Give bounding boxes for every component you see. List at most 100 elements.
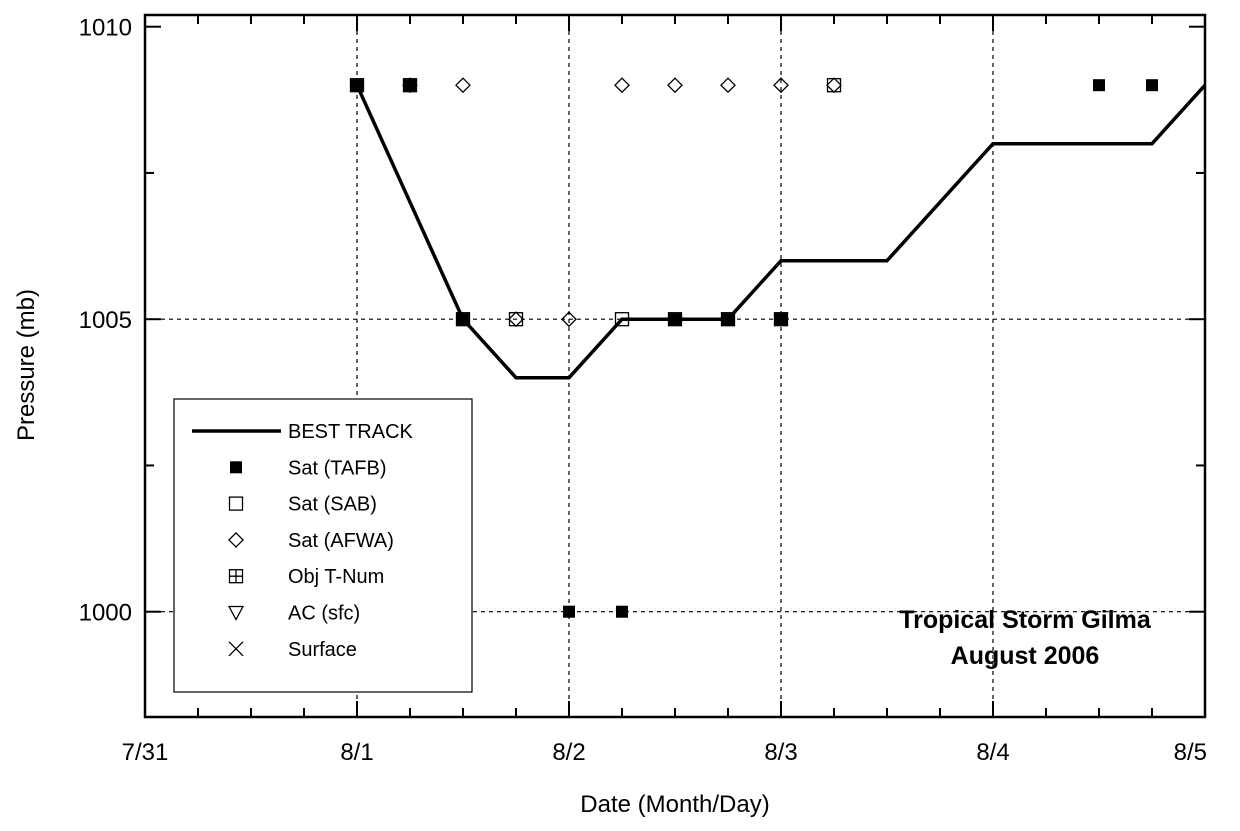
y-tick-label: 1010 xyxy=(79,15,132,42)
data-point xyxy=(455,312,471,327)
legend-label: Surface xyxy=(288,639,357,661)
y-tick-labels: 1000 1005 1010 xyxy=(79,15,132,627)
marker-square-open xyxy=(228,496,244,511)
axis-ticks xyxy=(144,15,1206,717)
marker-square-open xyxy=(773,312,789,327)
y-tick-label: 1000 xyxy=(79,600,132,627)
data-point xyxy=(722,313,734,326)
marker-diamond-open xyxy=(826,77,842,94)
legend-items: BEST TRACK Sat (TAFB) Sat (SAB) Sat (AFWA) O… xyxy=(192,421,414,661)
marker-triangle-down xyxy=(227,605,245,621)
marker-square-filled xyxy=(351,79,363,92)
marker-square-filled xyxy=(563,605,575,618)
data-point xyxy=(720,312,736,327)
data-point xyxy=(614,312,630,327)
marker-square-open xyxy=(720,312,736,327)
legend-marker xyxy=(228,496,244,511)
x-tick-label: 8/3 xyxy=(764,739,797,766)
data-point xyxy=(508,311,524,328)
marker-diamond-open xyxy=(561,311,577,328)
legend-label: Obj T-Num xyxy=(288,566,384,588)
data-point xyxy=(669,313,681,326)
series-sat-tafb xyxy=(351,79,1158,618)
legend-marker xyxy=(228,531,244,548)
legend-marker xyxy=(228,569,244,584)
legend-marker xyxy=(230,461,242,474)
marker-square-filled xyxy=(457,313,469,326)
x-tick-label: 8/2 xyxy=(552,739,585,766)
y-tick-label: 1005 xyxy=(79,307,132,334)
legend-box xyxy=(173,398,473,693)
x-tick-label: 8/1 xyxy=(340,739,373,766)
marker-square-plus-cross xyxy=(229,569,243,583)
annotation-line-2: August 2006 xyxy=(951,642,1100,670)
series-layer xyxy=(349,77,1207,618)
marker-square-open xyxy=(349,78,365,93)
series-best-track xyxy=(355,84,1207,380)
x-axis-label: Date (Month/Day) xyxy=(580,791,769,818)
x-tick-label: 8/4 xyxy=(976,739,1009,766)
legend-item: Sat (SAB) xyxy=(228,494,377,516)
marker-square-open xyxy=(614,312,630,327)
data-point xyxy=(773,312,789,327)
legend-marker xyxy=(228,641,244,657)
marker-x xyxy=(228,641,244,657)
x-tick-labels: 7/31 8/1 8/2 8/3 8/4 8/5 xyxy=(122,739,1207,766)
marker-diamond-open xyxy=(508,311,524,328)
data-point xyxy=(351,79,363,92)
marker-diamond-open xyxy=(667,77,683,94)
legend-item: Sat (TAFB) xyxy=(230,457,387,479)
data-point xyxy=(561,311,577,328)
legend-label: Sat (TAFB) xyxy=(288,457,387,479)
marker-diamond-open xyxy=(455,77,471,94)
marker-square-open xyxy=(455,312,471,327)
x-tick-label: 8/5 xyxy=(1174,739,1207,766)
data-point xyxy=(667,77,683,94)
series-sat-afwa xyxy=(402,77,842,328)
data-point xyxy=(773,77,789,94)
marker-square-filled xyxy=(404,79,416,92)
legend-item: BEST TRACK xyxy=(192,421,414,443)
marker-square-filled xyxy=(669,313,681,326)
storm-annotation: Tropical Storm Gilma August 2006 xyxy=(899,606,1152,670)
legend-label: Sat (AFWA) xyxy=(288,530,394,552)
data-point xyxy=(457,313,469,326)
legend-label: Sat (SAB) xyxy=(288,494,377,516)
data-point xyxy=(826,78,842,93)
legend-item: AC (sfc) xyxy=(227,603,360,625)
data-point xyxy=(563,605,575,618)
marker-diamond-open xyxy=(720,77,736,94)
marker-diamond-open xyxy=(773,77,789,94)
legend-marker xyxy=(227,605,245,621)
legend-item: Surface xyxy=(228,639,357,661)
y-axis-label: Pressure (mb) xyxy=(13,289,40,441)
x-tick-label: 7/31 xyxy=(122,739,169,766)
data-point xyxy=(1093,79,1105,92)
data-point xyxy=(826,77,842,94)
data-point xyxy=(775,313,787,326)
marker-square-filled xyxy=(1093,79,1105,92)
legend-label: AC (sfc) xyxy=(288,603,360,625)
marker-square-filled xyxy=(616,605,628,618)
marker-diamond-open xyxy=(228,531,244,548)
data-point xyxy=(404,79,416,92)
best-track-line xyxy=(355,84,1207,380)
marker-square-open xyxy=(826,78,842,93)
marker-diamond-open xyxy=(614,77,630,94)
marker-square-filled xyxy=(722,313,734,326)
data-point xyxy=(667,312,683,327)
legend-item: Obj T-Num xyxy=(228,566,384,588)
data-point xyxy=(720,77,736,94)
data-point xyxy=(455,77,471,94)
data-point xyxy=(614,77,630,94)
marker-square-filled xyxy=(1146,79,1158,92)
annotation-line-1: Tropical Storm Gilma xyxy=(899,606,1152,634)
data-point xyxy=(1146,79,1158,92)
marker-square-filled xyxy=(230,461,242,474)
legend: BEST TRACK Sat (TAFB) Sat (SAB) Sat (AFWA) O… xyxy=(173,398,473,693)
legend-label: BEST TRACK xyxy=(288,421,414,443)
marker-square-filled xyxy=(775,313,787,326)
data-point xyxy=(616,605,628,618)
series-sat-sab xyxy=(349,78,842,327)
